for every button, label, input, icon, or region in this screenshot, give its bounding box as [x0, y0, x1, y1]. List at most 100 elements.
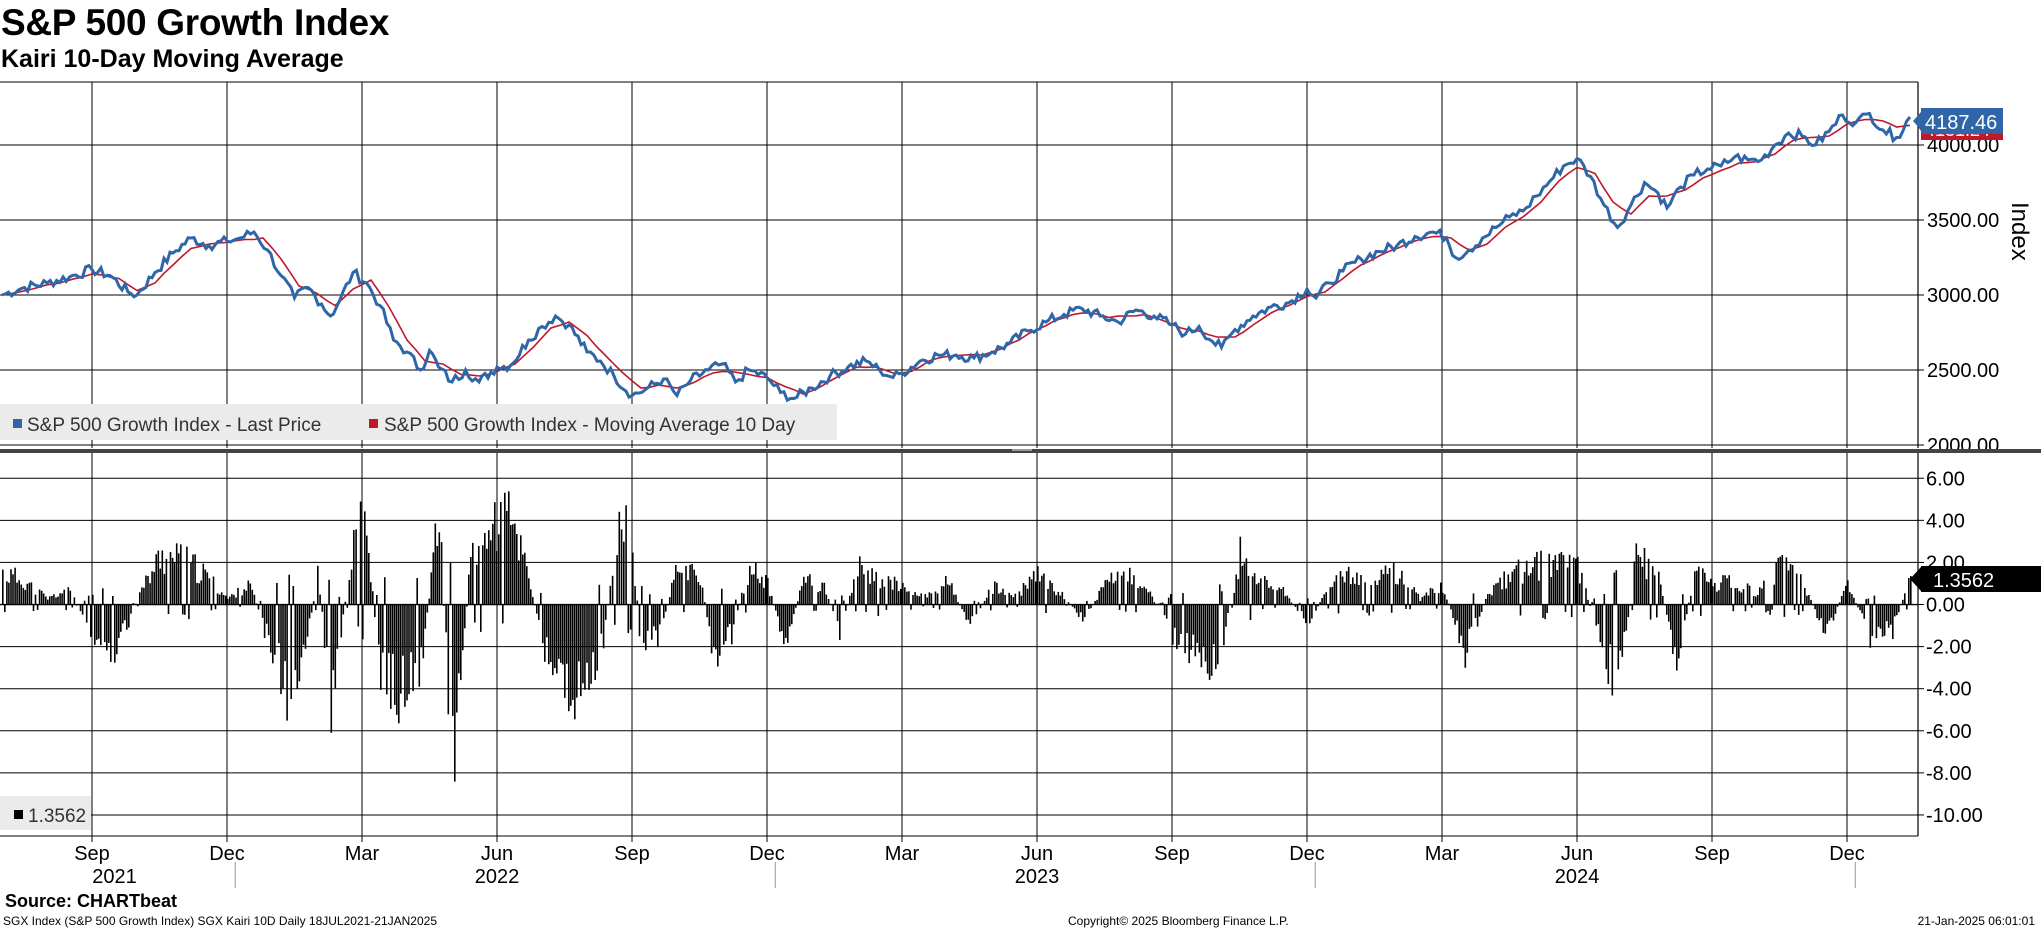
legend-swatch-moving-average	[369, 419, 378, 428]
kairi-bar	[1883, 604, 1886, 636]
kairi-bar	[1706, 581, 1708, 605]
kairi-bar	[243, 589, 245, 605]
kairi-bar	[1337, 604, 1340, 614]
kairi-bar	[1127, 581, 1129, 605]
kairi-bar	[763, 587, 765, 605]
kairi-bar	[177, 553, 180, 605]
kairi-bar	[1323, 594, 1325, 605]
kairi-bar	[1621, 604, 1624, 657]
kairi-bar	[910, 604, 912, 610]
kairi-bar	[386, 604, 388, 695]
kairi-bar	[1607, 604, 1610, 684]
kairi-bar	[1771, 604, 1773, 610]
kairi-bar	[272, 604, 274, 664]
kairi-bar	[745, 604, 747, 613]
kairi-bar	[218, 594, 221, 605]
kairi-bar	[447, 604, 450, 715]
kairi-bar	[298, 604, 301, 682]
kairi-bar	[225, 595, 227, 605]
kairi-bar	[839, 604, 841, 640]
kairi-bar	[233, 594, 235, 605]
kairi-bar	[1499, 577, 1501, 605]
kairi-bar	[1570, 604, 1573, 617]
kairi-bar	[77, 604, 80, 606]
kairi-bar	[1562, 555, 1565, 605]
kairi-bar	[1769, 604, 1771, 615]
kairi-bar	[665, 604, 667, 612]
kairi-bar	[554, 604, 556, 669]
kairi-bar	[1043, 573, 1045, 605]
kairi-bar	[1597, 604, 1600, 625]
kairi-bar	[1352, 577, 1354, 605]
kairi-bar	[783, 604, 785, 645]
kairi-bar	[1372, 604, 1375, 612]
kairi-bar	[1478, 604, 1481, 617]
kairi-bar	[1505, 588, 1507, 605]
kairi-bar	[1012, 597, 1015, 605]
kairi-bar	[611, 575, 614, 605]
kairi-bar	[834, 599, 837, 605]
kairi-bar	[934, 591, 937, 605]
kairi-bar	[1629, 604, 1632, 606]
kairi-bar	[20, 584, 22, 605]
kairi-bar	[949, 585, 951, 605]
kairi-bar	[276, 582, 278, 605]
kairi-bar	[71, 604, 74, 608]
kairi-bar	[126, 604, 128, 630]
kairi-bar	[638, 604, 641, 637]
kairi-bar	[912, 595, 914, 605]
kairi-bar	[647, 604, 649, 631]
kairi-bars	[2, 491, 1912, 782]
panel-divider-handle[interactable]	[1012, 449, 1032, 451]
kairi-bar	[1503, 571, 1505, 605]
kairi-bar	[1071, 604, 1074, 607]
kairi-bar	[34, 594, 37, 605]
kairi-bar	[137, 604, 139, 607]
kairi-bar	[651, 604, 653, 640]
kairi-bar	[1550, 577, 1552, 605]
kairi-bar	[1384, 565, 1387, 605]
kairi-bar	[1581, 572, 1583, 605]
kairi-bar	[94, 604, 96, 645]
kairi-bar	[1750, 604, 1753, 608]
kairi-bar	[1476, 604, 1479, 627]
kairi-bar	[376, 595, 378, 605]
kairi-bar	[1116, 571, 1119, 605]
kairi-bar	[404, 604, 406, 707]
kairi-bar	[771, 595, 773, 605]
kairi-bar	[6, 581, 8, 605]
kairi-bar	[1358, 585, 1360, 605]
kairi-bar	[1579, 583, 1581, 605]
kairi-bar	[1513, 569, 1516, 605]
kairi-bar	[4, 604, 6, 613]
kairi-bar	[1020, 595, 1023, 605]
kairi-bar	[1405, 604, 1407, 609]
kairi-bar	[594, 604, 596, 680]
kairi-bar	[1125, 604, 1127, 612]
kairi-bar	[1114, 580, 1117, 605]
kairi-bar	[1024, 585, 1027, 605]
kairi-bar	[1613, 572, 1616, 605]
kairi-bar	[1163, 604, 1166, 616]
kairi-bar	[1468, 604, 1471, 629]
kairi-bar	[374, 604, 376, 618]
kairi-bar	[558, 604, 560, 659]
kairi-bar	[1241, 565, 1244, 605]
kairi-ytick-label: 4.00	[1926, 510, 1965, 532]
kairi-bar	[875, 571, 877, 605]
kairi-bar	[1560, 552, 1563, 605]
kairi-bar	[1143, 586, 1145, 605]
kairi-bar	[1137, 588, 1139, 605]
kairi-bar	[953, 594, 955, 605]
kairi-bar	[1564, 604, 1567, 612]
kairi-bar	[787, 604, 789, 643]
kairi-bar	[737, 604, 739, 611]
kairi-bar	[1902, 599, 1904, 605]
kairi-bar	[883, 586, 886, 605]
kairi-bar	[1491, 595, 1493, 605]
kairi-bar	[294, 604, 297, 671]
kairi-bar	[315, 604, 317, 611]
kairi-bar	[486, 548, 488, 605]
kairi-bar	[390, 604, 392, 709]
kairi-bar	[677, 571, 679, 605]
